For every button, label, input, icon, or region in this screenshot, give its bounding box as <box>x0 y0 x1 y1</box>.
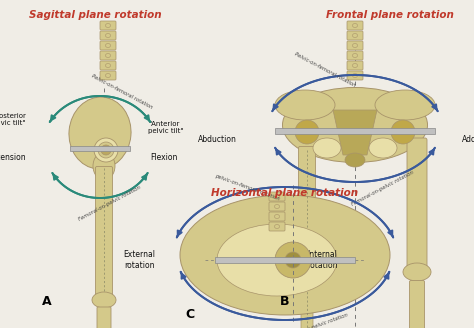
FancyBboxPatch shape <box>347 21 363 30</box>
FancyBboxPatch shape <box>269 192 285 201</box>
Circle shape <box>285 252 301 268</box>
Ellipse shape <box>106 24 110 28</box>
Text: Sagittal plane rotation: Sagittal plane rotation <box>29 10 161 20</box>
Circle shape <box>295 120 319 144</box>
Ellipse shape <box>106 53 110 57</box>
Text: Femoral-on-pelvic rotation: Femoral-on-pelvic rotation <box>281 313 349 328</box>
FancyBboxPatch shape <box>347 61 363 70</box>
Bar <box>215 257 355 263</box>
FancyBboxPatch shape <box>347 41 363 50</box>
FancyBboxPatch shape <box>100 31 116 40</box>
Text: A: A <box>42 295 52 308</box>
Text: External
rotation: External rotation <box>123 250 155 270</box>
FancyBboxPatch shape <box>407 138 427 272</box>
Bar <box>70 146 130 151</box>
FancyBboxPatch shape <box>347 51 363 60</box>
FancyBboxPatch shape <box>301 277 313 328</box>
Text: C: C <box>185 308 194 321</box>
FancyBboxPatch shape <box>269 222 285 231</box>
Ellipse shape <box>353 33 357 37</box>
Ellipse shape <box>275 90 335 120</box>
FancyBboxPatch shape <box>100 41 116 50</box>
Ellipse shape <box>353 73 357 77</box>
FancyBboxPatch shape <box>269 212 285 221</box>
Ellipse shape <box>353 44 357 48</box>
Ellipse shape <box>353 64 357 68</box>
Text: Horizontal plane rotation: Horizontal plane rotation <box>211 188 358 198</box>
Ellipse shape <box>274 215 280 218</box>
Text: Femoral-on-pelvic rotation: Femoral-on-pelvic rotation <box>351 169 415 207</box>
Ellipse shape <box>274 224 280 229</box>
Text: Femoral-on-pelvic rotation: Femoral-on-pelvic rotation <box>78 184 142 222</box>
Text: Adduction: Adduction <box>462 135 474 145</box>
Ellipse shape <box>106 44 110 48</box>
Ellipse shape <box>353 24 357 28</box>
Text: Pelvic-on-femoral rotation: Pelvic-on-femoral rotation <box>91 74 154 110</box>
FancyBboxPatch shape <box>299 147 316 270</box>
FancyBboxPatch shape <box>97 307 111 328</box>
Circle shape <box>94 138 118 162</box>
FancyBboxPatch shape <box>100 71 116 80</box>
Circle shape <box>275 242 311 278</box>
Ellipse shape <box>369 138 397 158</box>
Text: "Anterior
pelvic tilt": "Anterior pelvic tilt" <box>148 121 183 134</box>
Ellipse shape <box>69 97 131 169</box>
FancyBboxPatch shape <box>410 280 425 328</box>
Ellipse shape <box>345 153 365 167</box>
Ellipse shape <box>296 262 318 277</box>
Ellipse shape <box>403 263 431 281</box>
FancyBboxPatch shape <box>347 71 363 80</box>
Ellipse shape <box>106 64 110 68</box>
Ellipse shape <box>106 73 110 77</box>
Circle shape <box>391 120 415 144</box>
Text: Pelvic-on-femoral rotation: Pelvic-on-femoral rotation <box>293 52 356 88</box>
Circle shape <box>101 145 111 155</box>
Text: Extension: Extension <box>0 154 26 162</box>
Ellipse shape <box>217 224 337 296</box>
Bar <box>275 128 435 134</box>
FancyBboxPatch shape <box>95 167 112 299</box>
Ellipse shape <box>375 90 435 120</box>
FancyBboxPatch shape <box>100 21 116 30</box>
FancyBboxPatch shape <box>347 31 363 40</box>
FancyBboxPatch shape <box>269 202 285 211</box>
Ellipse shape <box>313 138 341 158</box>
Polygon shape <box>333 110 377 155</box>
Ellipse shape <box>93 152 115 180</box>
Ellipse shape <box>353 53 357 57</box>
Ellipse shape <box>283 88 428 162</box>
Ellipse shape <box>106 33 110 37</box>
Text: "Posterior
pelvic tilt": "Posterior pelvic tilt" <box>0 113 26 127</box>
Circle shape <box>290 257 296 263</box>
Circle shape <box>98 142 114 158</box>
Text: pelvic-on-femoral rotation: pelvic-on-femoral rotation <box>214 173 280 201</box>
Text: Abduction: Abduction <box>198 135 237 145</box>
FancyBboxPatch shape <box>100 51 116 60</box>
Text: Internal
rotation: Internal rotation <box>307 250 337 270</box>
Ellipse shape <box>274 204 280 209</box>
Ellipse shape <box>180 195 390 315</box>
Ellipse shape <box>92 292 116 308</box>
Text: Frontal plane rotation: Frontal plane rotation <box>326 10 454 20</box>
FancyBboxPatch shape <box>100 61 116 70</box>
Ellipse shape <box>274 195 280 198</box>
Text: B: B <box>280 295 290 308</box>
Text: Flexion: Flexion <box>150 154 177 162</box>
